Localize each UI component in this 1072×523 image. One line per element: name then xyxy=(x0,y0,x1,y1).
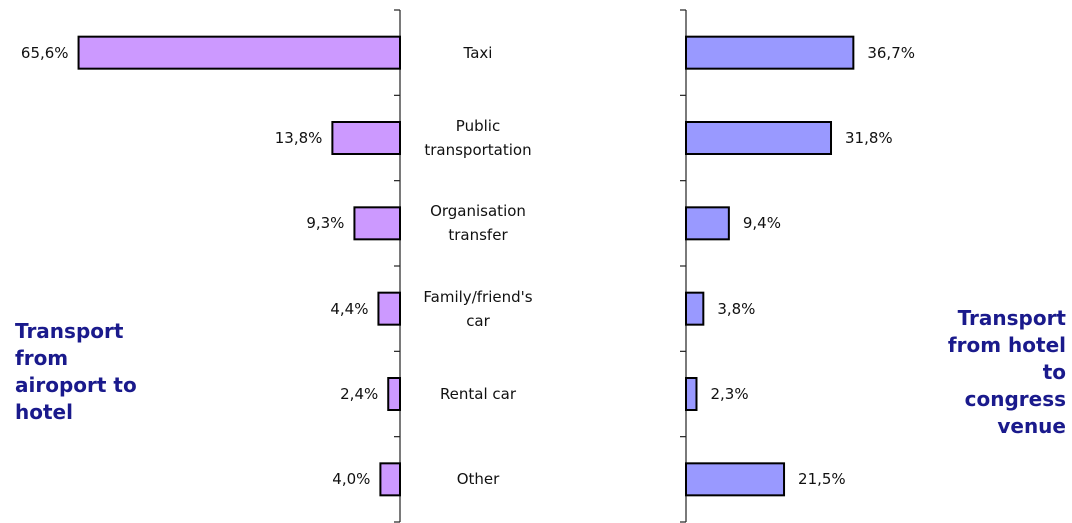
category-label: Taxi xyxy=(463,43,493,62)
category-label: Organisation transfer xyxy=(430,202,526,245)
right-title: Transport from hotel to congress venue xyxy=(947,306,1066,438)
bar xyxy=(377,291,402,326)
category-label: Rental car xyxy=(439,385,517,403)
value-label: 31,8% xyxy=(845,129,893,147)
bar xyxy=(353,206,401,241)
value-label: 4,4% xyxy=(330,299,369,318)
bar xyxy=(685,291,705,326)
value-label: 21,5% xyxy=(798,470,846,489)
bar xyxy=(387,377,401,411)
value-label: 4,0% xyxy=(332,470,371,489)
value-label: 2,4% xyxy=(340,385,379,403)
value-label: 2,3% xyxy=(710,385,749,403)
category-label: Public transportation xyxy=(424,117,532,159)
bar xyxy=(685,35,855,70)
bar xyxy=(379,462,401,497)
value-label: 13,8% xyxy=(274,129,323,147)
bar xyxy=(685,121,833,155)
bar xyxy=(77,35,401,70)
bar xyxy=(685,206,730,241)
value-label: 3,8% xyxy=(717,299,756,318)
category-label: Family/friend's car xyxy=(423,287,533,330)
bar xyxy=(685,462,786,497)
category-label: Other xyxy=(456,470,500,489)
value-label: 36,7% xyxy=(867,43,915,62)
value-label: 65,6% xyxy=(20,43,69,62)
left-title: Transport from airoport to hotel xyxy=(15,319,137,424)
value-label: 9,3% xyxy=(306,214,345,233)
bar xyxy=(331,121,402,155)
value-label: 9,4% xyxy=(742,214,781,233)
bar xyxy=(685,377,698,411)
